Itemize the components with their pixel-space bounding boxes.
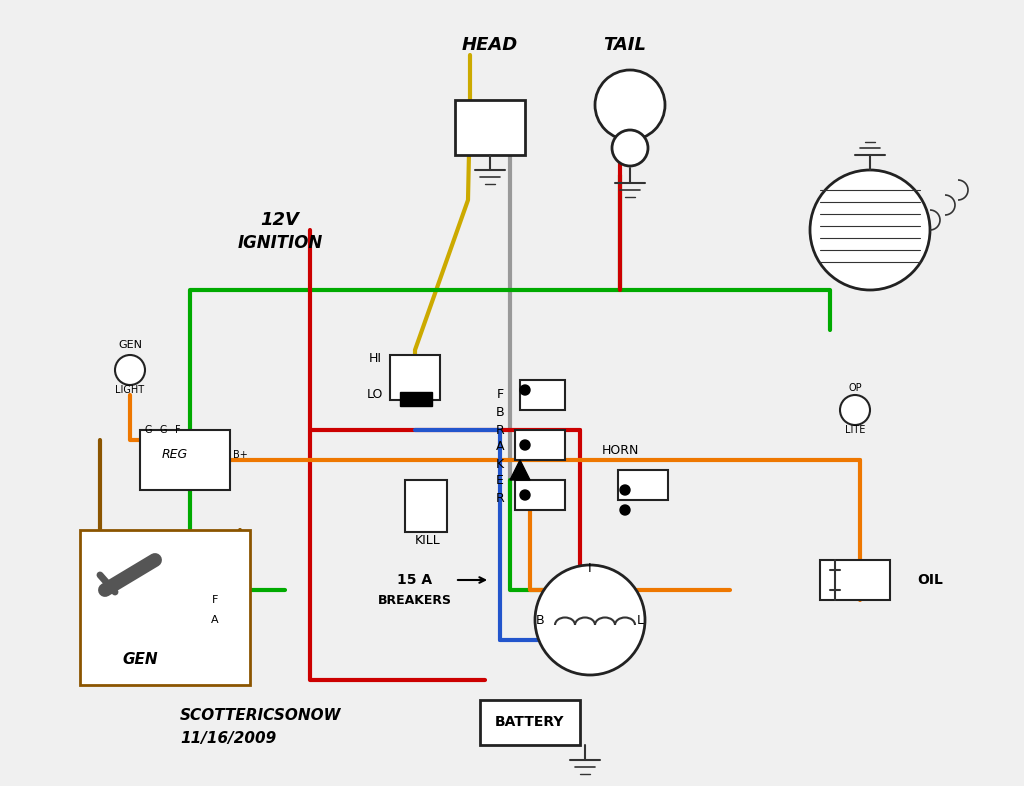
- Text: SCOTTERICSONOW: SCOTTERICSONOW: [180, 707, 341, 722]
- Circle shape: [520, 490, 530, 500]
- Bar: [618, 470, 668, 500]
- Text: F: F: [212, 595, 218, 605]
- Bar: [80, 530, 250, 685]
- Text: LIGHT: LIGHT: [116, 385, 144, 395]
- Text: R: R: [496, 424, 505, 436]
- Text: TAIL: TAIL: [603, 36, 646, 54]
- Text: R: R: [496, 491, 505, 505]
- Text: 15 A: 15 A: [397, 573, 432, 587]
- Bar: [455, 100, 525, 155]
- Circle shape: [595, 70, 665, 140]
- Text: F: F: [497, 388, 504, 402]
- Bar: [406, 480, 447, 532]
- Circle shape: [620, 485, 630, 495]
- Bar: [820, 560, 890, 600]
- Circle shape: [840, 395, 870, 425]
- Text: 11/16/2009: 11/16/2009: [180, 730, 276, 745]
- Text: L: L: [637, 614, 643, 626]
- Bar: [400, 392, 432, 406]
- Text: HEAD: HEAD: [462, 36, 518, 54]
- Text: E: E: [496, 475, 504, 487]
- Bar: [480, 700, 580, 745]
- Text: A: A: [211, 615, 219, 625]
- Text: G: G: [144, 425, 152, 435]
- Text: OIL: OIL: [918, 573, 943, 587]
- Text: IGNITION: IGNITION: [238, 234, 323, 252]
- Circle shape: [520, 440, 530, 450]
- Bar: [390, 355, 440, 400]
- Text: HORN: HORN: [601, 443, 639, 457]
- Polygon shape: [510, 460, 530, 480]
- Text: LITE: LITE: [845, 425, 865, 435]
- Text: KILL: KILL: [415, 534, 441, 546]
- Text: HI: HI: [369, 351, 382, 365]
- Bar: [140, 430, 230, 490]
- Text: BREAKERS: BREAKERS: [378, 593, 452, 607]
- Text: B: B: [496, 406, 504, 420]
- Text: 12V: 12V: [260, 211, 299, 229]
- Bar: [515, 480, 565, 510]
- Text: GEN: GEN: [122, 652, 158, 667]
- Text: A: A: [496, 440, 504, 454]
- Text: G: G: [160, 425, 167, 435]
- Text: B+: B+: [232, 450, 248, 460]
- Bar: [515, 430, 565, 460]
- Text: OP: OP: [848, 383, 862, 393]
- Circle shape: [535, 565, 645, 675]
- Text: GEN: GEN: [118, 340, 142, 350]
- Text: K: K: [496, 457, 504, 471]
- Text: I: I: [588, 561, 592, 575]
- Text: B: B: [536, 614, 545, 626]
- Text: F: F: [175, 425, 181, 435]
- Circle shape: [810, 170, 930, 290]
- Circle shape: [520, 385, 530, 395]
- Text: REG: REG: [162, 449, 188, 461]
- Text: LO: LO: [367, 388, 383, 402]
- Circle shape: [612, 130, 648, 166]
- Bar: [520, 380, 565, 410]
- Text: BATTERY: BATTERY: [496, 715, 565, 729]
- Circle shape: [620, 505, 630, 515]
- Circle shape: [115, 355, 145, 385]
